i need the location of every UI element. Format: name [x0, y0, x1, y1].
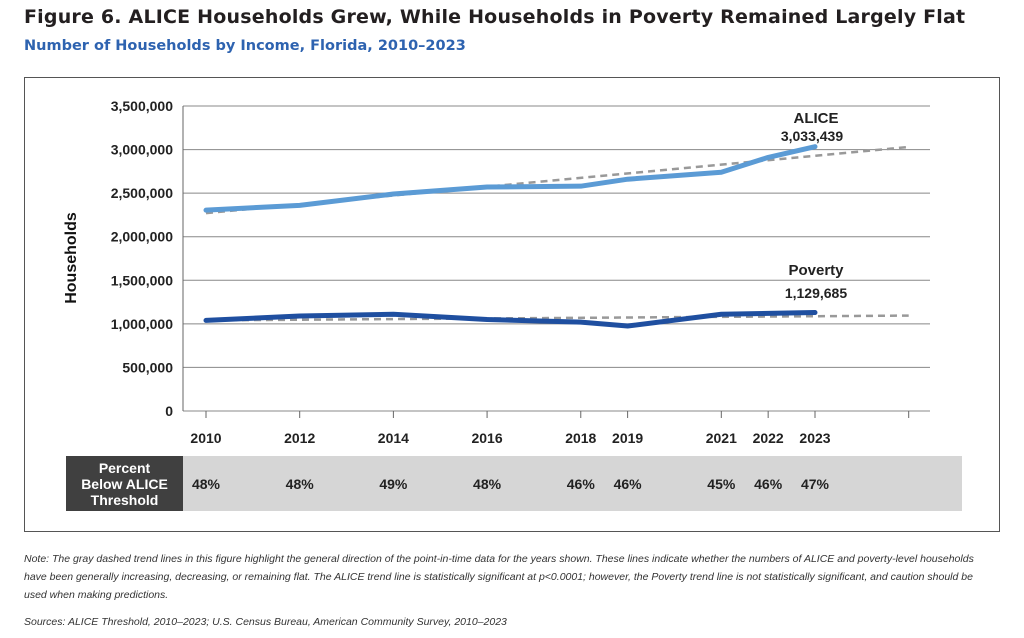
- y-tick-label: 3,000,000: [111, 142, 173, 158]
- x-tick-label: 2022: [753, 430, 784, 446]
- x-tick-label: 2014: [378, 430, 409, 446]
- chart-frame: [24, 77, 1000, 532]
- x-tick-label: 2018: [565, 430, 596, 446]
- poverty-series-label: Poverty: [788, 262, 844, 279]
- line-chart: 0 500,000 1,000,000 1,500,000 2,000,000 2,500…: [63, 98, 930, 446]
- alice-value-label: 3,033,439: [781, 128, 843, 144]
- figure-title: Figure 6. ALICE Households Grew, While H…: [24, 6, 966, 28]
- percent-value: 47%: [800, 476, 830, 492]
- percent-value: 49%: [379, 476, 408, 492]
- y-tick-label: 1,000,000: [111, 316, 173, 332]
- percent-value: 48%: [285, 476, 314, 492]
- figure-subtitle: Number of Households by Income, Florida,…: [24, 38, 466, 54]
- percent-value: 46%: [566, 476, 595, 492]
- alice-series-line: [203, 144, 818, 213]
- alice-series-label: ALICE: [794, 110, 839, 127]
- y-tick-label: 2,500,000: [111, 185, 173, 201]
- poverty-trend-line: [205, 314, 909, 322]
- x-tick-label: 2012: [284, 430, 315, 446]
- percent-value: 48%: [191, 476, 221, 492]
- x-tick-label: 2019: [612, 430, 643, 446]
- x-tick-label: 2016: [471, 430, 502, 446]
- percent-row: Percent Below ALICE Threshold 48% 48% 49% 48%…: [66, 456, 962, 511]
- y-tick-label: 1,500,000: [111, 272, 173, 288]
- y-tick-label: 2,000,000: [111, 229, 173, 245]
- percent-value: 46%: [754, 476, 783, 492]
- y-tick-label: 3,500,000: [111, 98, 173, 114]
- x-tick-label: 2023: [799, 430, 830, 446]
- percent-row-label: Percent Below ALICE Threshold: [66, 456, 183, 511]
- percent-value: 48%: [473, 476, 502, 492]
- chart-note: Note: The gray dashed trend lines in thi…: [24, 553, 974, 601]
- x-tick-label: 2010: [190, 430, 221, 446]
- chart-sources: Sources: ALICE Threshold, 2010–2023; U.S…: [24, 616, 507, 628]
- percent-value: 46%: [613, 476, 642, 492]
- y-tick-label: 500,000: [122, 359, 173, 375]
- y-tick-label: 0: [165, 403, 173, 419]
- poverty-value-label: 1,129,685: [785, 285, 847, 301]
- y-axis-label: Households: [63, 212, 80, 304]
- alice-trend-line: [205, 145, 909, 215]
- percent-value: 45%: [707, 476, 736, 492]
- x-tick-label: 2021: [706, 430, 737, 446]
